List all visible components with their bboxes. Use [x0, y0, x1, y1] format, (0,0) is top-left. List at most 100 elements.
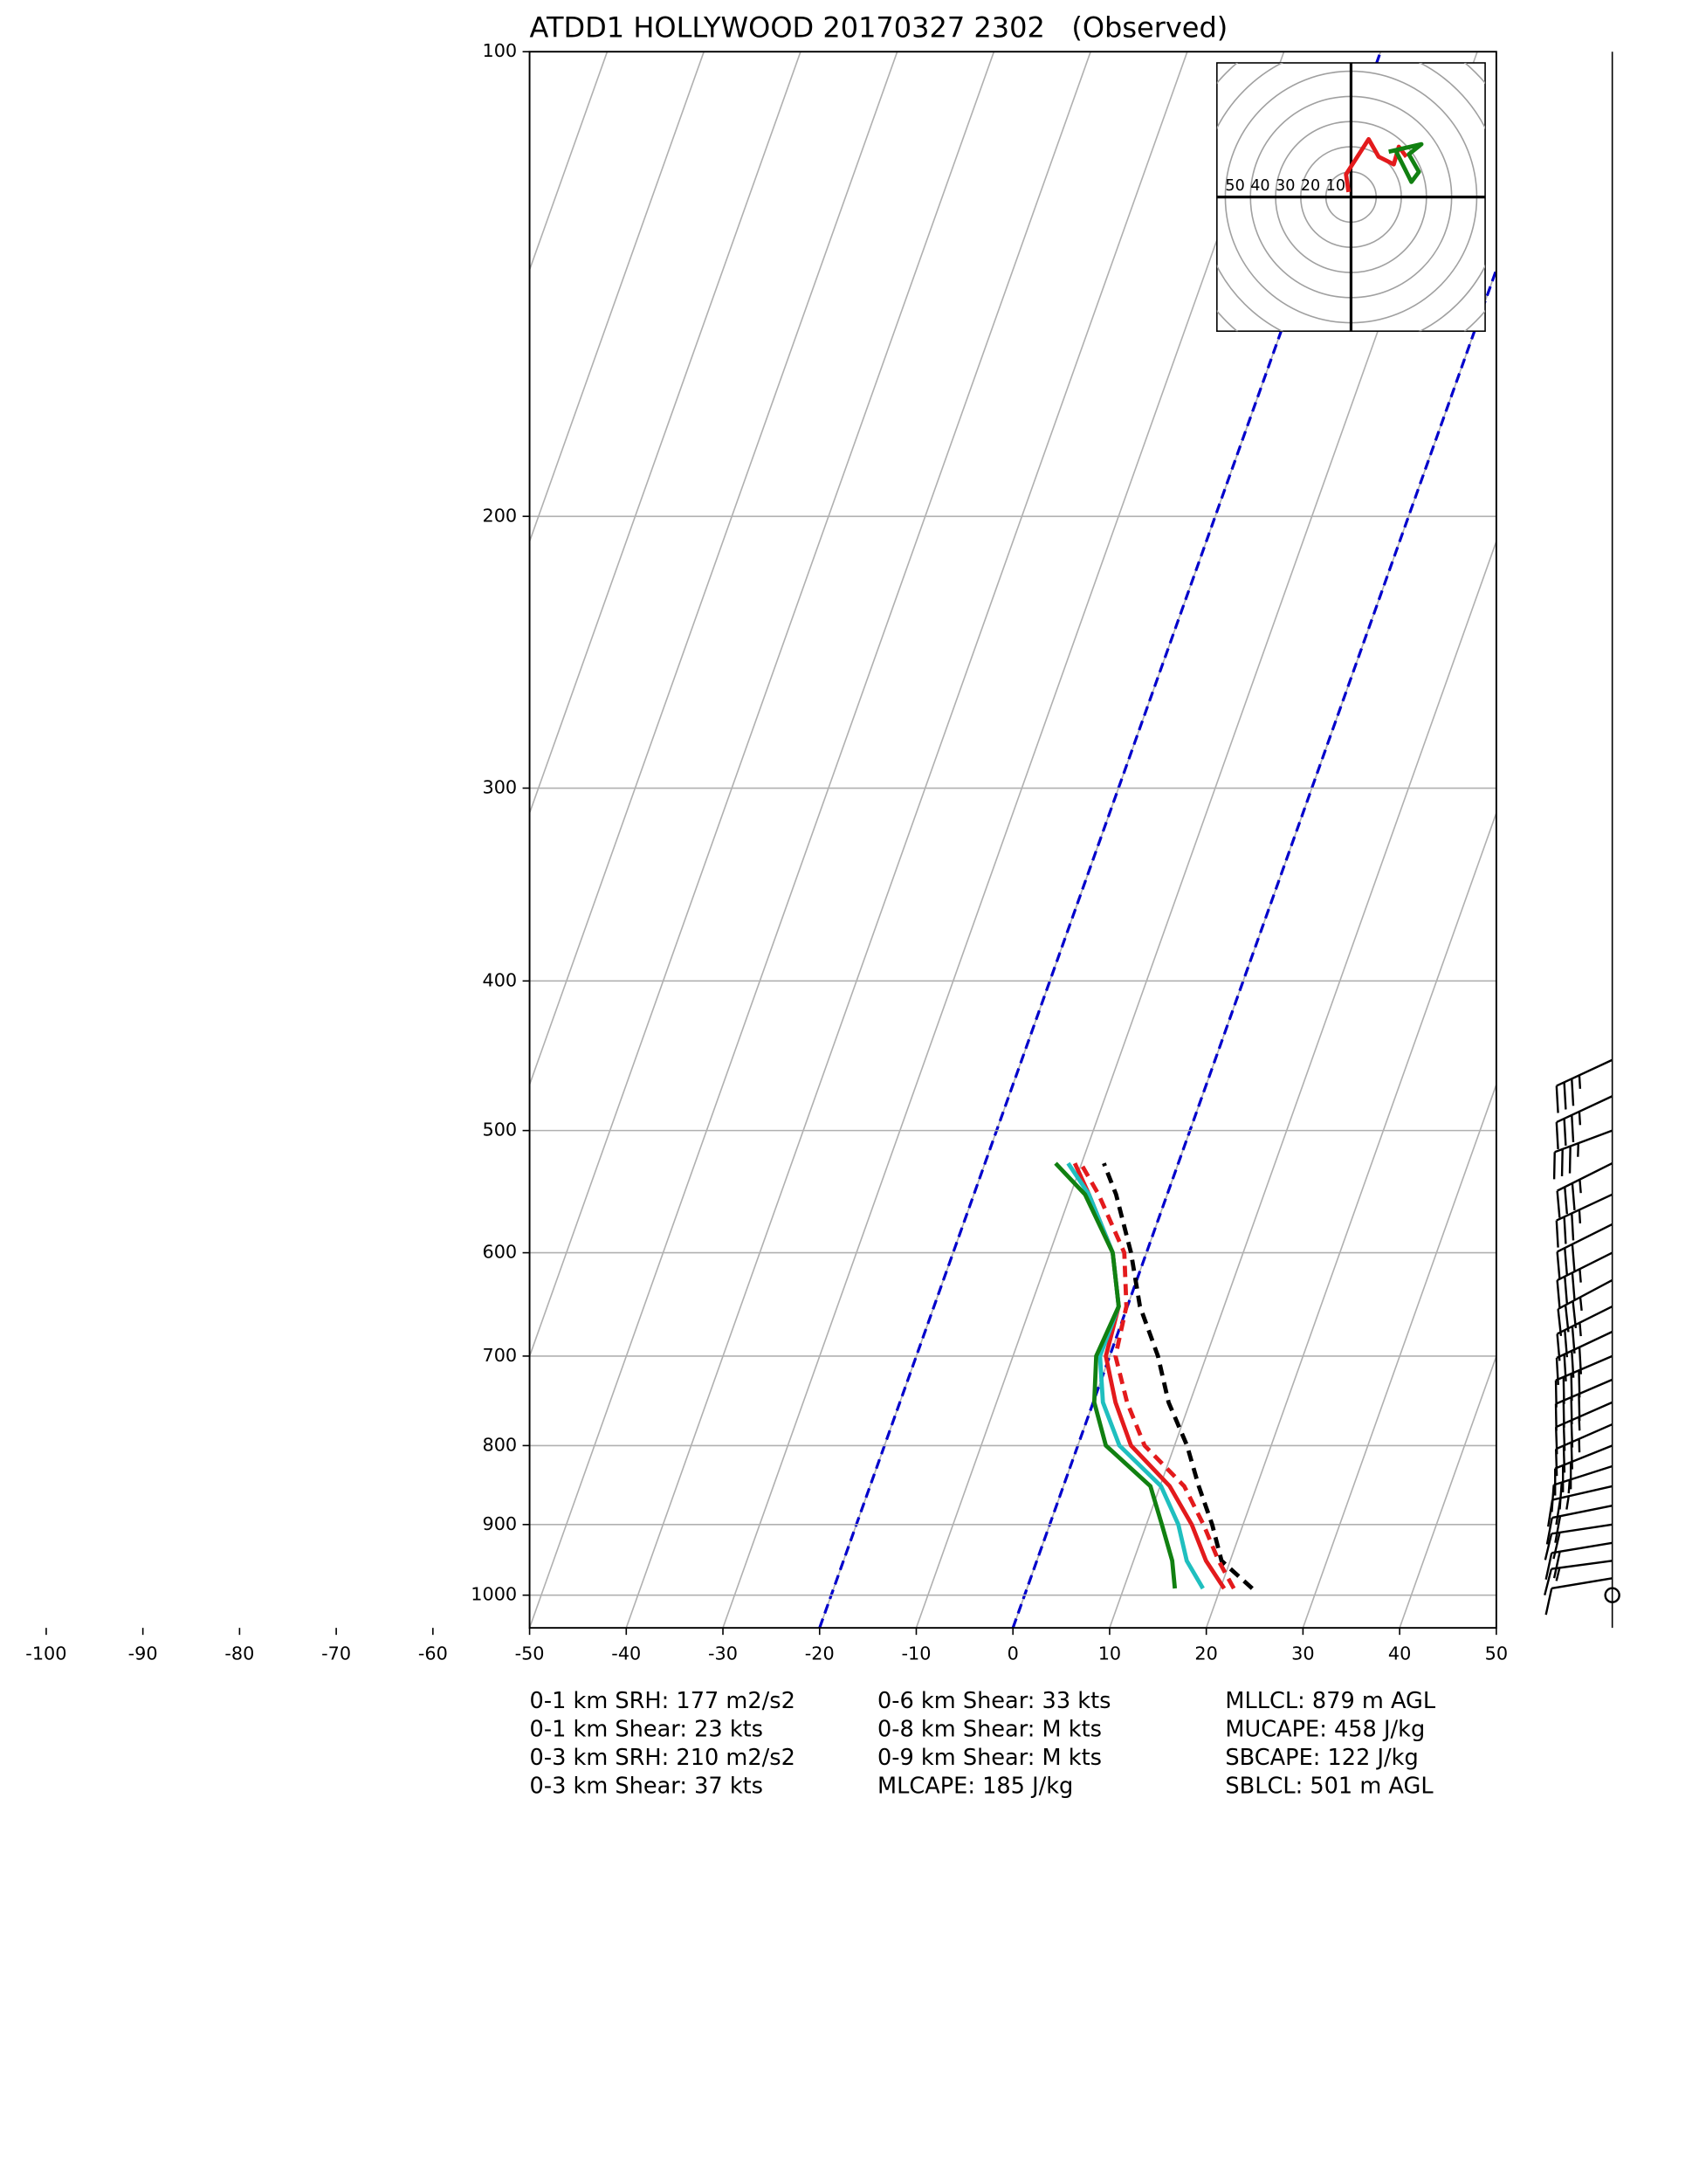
wind-barb — [1547, 1485, 1613, 1527]
barb-shape — [1555, 1193, 1613, 1248]
profiles — [1054, 1161, 1254, 1590]
wind-barb — [1554, 1378, 1613, 1431]
y-tick-label: 900 — [482, 1513, 517, 1534]
stat-text: 0-8 km Shear: M kts — [877, 1716, 1102, 1742]
y-tick-label: 500 — [482, 1120, 517, 1140]
isotherm — [1399, 1354, 1496, 1629]
wind-barbs — [1544, 1058, 1620, 1616]
isotherm — [1302, 1082, 1496, 1629]
x-tick-label: 10 — [1098, 1643, 1121, 1664]
hodo-line — [1388, 141, 1424, 184]
wind-barb — [1556, 1251, 1613, 1308]
barb-shape — [1544, 1577, 1613, 1616]
barb-shape — [1554, 1401, 1613, 1455]
wind-barb — [1544, 1541, 1613, 1581]
barb-shape — [1557, 1278, 1613, 1337]
wind-barb — [1545, 1505, 1613, 1545]
isotherm — [1205, 810, 1496, 1629]
calm-circle — [1604, 1587, 1620, 1603]
x-tick-label: -70 — [321, 1643, 351, 1664]
y-tick-label: 1000 — [471, 1584, 517, 1605]
x-tick-label: 30 — [1291, 1643, 1314, 1664]
hodo-ring-label: 30 — [1276, 177, 1295, 195]
x-tick-label: -60 — [418, 1643, 448, 1664]
y-tick-label: 700 — [482, 1345, 517, 1366]
profile-line — [1054, 1161, 1178, 1589]
barb-shape — [1554, 1423, 1613, 1477]
wind-barb — [1556, 1162, 1613, 1218]
y-tick-label: 600 — [482, 1242, 517, 1263]
isotherm — [529, 52, 1091, 1629]
y-tick-label: 100 — [482, 40, 517, 61]
stat-text: 0-1 km Shear: 23 kts — [530, 1716, 763, 1742]
barb-shape — [1556, 1162, 1613, 1218]
x-tick-label: -80 — [224, 1643, 254, 1664]
wind-barb — [1544, 1523, 1613, 1560]
profile-line — [1102, 1162, 1254, 1590]
barb-shape — [1556, 1223, 1613, 1279]
x-tick-label: -100 — [25, 1643, 66, 1664]
stat-text: 0-1 km SRH: 177 m2/s2 — [530, 1688, 795, 1714]
stat-text: MUCAPE: 458 J/kg — [1225, 1716, 1425, 1742]
isotherm — [529, 52, 898, 1087]
x-tick-label: -90 — [128, 1643, 158, 1664]
x-tick-label: -30 — [708, 1643, 738, 1664]
y-tick-label: 300 — [482, 777, 517, 798]
barb-shape — [1544, 1541, 1613, 1581]
wind-barb — [1551, 1464, 1613, 1512]
stat-text: 0-3 km Shear: 37 kts — [530, 1773, 763, 1799]
barb-shape — [1554, 1444, 1613, 1496]
wind-barb — [1555, 1193, 1613, 1248]
isotherm — [1109, 539, 1496, 1629]
wind-barb — [1552, 1129, 1613, 1180]
barb-shape — [1551, 1464, 1613, 1512]
wind-barb — [1604, 1587, 1620, 1603]
highlight-isotherm — [818, 52, 1382, 1629]
barb-shape — [1554, 1378, 1613, 1431]
profile-line — [1078, 1161, 1236, 1590]
hodo-line — [1344, 136, 1408, 193]
barb-shape — [1544, 1560, 1613, 1596]
stat-text: 0-9 km Shear: M kts — [877, 1745, 1102, 1771]
wind-barb — [1556, 1223, 1613, 1279]
barb-shape — [1554, 1354, 1613, 1408]
barb-shape — [1556, 1251, 1613, 1308]
stat-text: 0-6 km Shear: 33 kts — [877, 1688, 1111, 1714]
barb-shape — [1555, 1058, 1613, 1113]
wind-barb — [1554, 1423, 1613, 1477]
x-tick-label: -20 — [805, 1643, 835, 1664]
wind-barb — [1557, 1278, 1613, 1337]
x-tick-label: 40 — [1388, 1643, 1411, 1664]
barb-shape — [1556, 1305, 1613, 1361]
stats: 0-1 km SRH: 177 m2/s20-1 km Shear: 23 kt… — [530, 1688, 1436, 1799]
x-tick-label: 0 — [1008, 1643, 1019, 1664]
hodograph-plot: 50 40 30 20 10 — [1216, 63, 1486, 332]
hodograph: 50 40 30 20 10 — [1216, 62, 1486, 333]
stat-text: MLCAPE: 185 J/kg — [877, 1773, 1073, 1799]
stat-text: 0-3 km SRH: 210 m2/s2 — [530, 1745, 795, 1771]
barb-shape — [1544, 1523, 1613, 1560]
wind-barb — [1544, 1577, 1613, 1616]
barb-shape — [1552, 1129, 1613, 1180]
wind-barb — [1544, 1560, 1613, 1596]
isotherm — [529, 52, 801, 816]
x-tick-label: 20 — [1194, 1643, 1217, 1664]
barb-shape — [1555, 1095, 1613, 1150]
isotherm — [529, 52, 995, 1359]
wind-barb — [1555, 1058, 1613, 1113]
wind-barb — [1556, 1305, 1613, 1361]
isotherm — [722, 52, 1285, 1629]
stat-text: SBCAPE: 122 J/kg — [1225, 1745, 1418, 1771]
x-tick-label: -10 — [902, 1643, 932, 1664]
y-tick-label: 400 — [482, 969, 517, 990]
hodo-ring-label: 20 — [1301, 177, 1320, 195]
axes: -100 -90 -80 -70 -60 -50 -40 -30 -20 -10 0 10 20 30 40… — [25, 40, 1508, 1664]
y-tick-label: 800 — [482, 1434, 517, 1455]
isotherm — [529, 52, 705, 544]
y-tick-label: 200 — [482, 505, 517, 526]
chart-title: ATDD1 HOLLYWOOD 20170327 2302 (Observed) — [530, 11, 1228, 45]
hodo-ring-label: 40 — [1250, 177, 1269, 195]
